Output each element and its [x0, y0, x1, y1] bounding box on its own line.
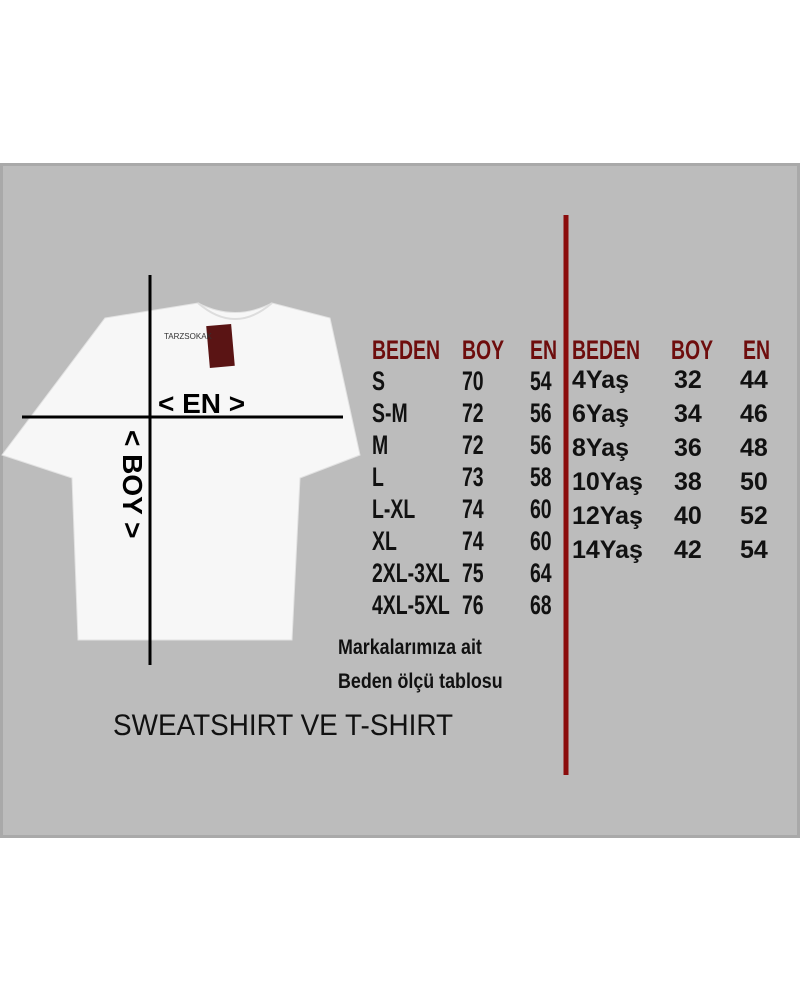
- table-cell: 4Yaş: [572, 366, 630, 394]
- table-cell: 72: [462, 398, 484, 428]
- table-cell: L-XL: [372, 494, 416, 524]
- width-label: < EN >: [158, 388, 246, 419]
- column-header: BOY: [462, 335, 505, 365]
- table-cell: 44: [740, 366, 768, 394]
- length-label: < BOY >: [117, 430, 148, 539]
- table-cell: 8Yaş: [572, 434, 630, 462]
- column-header: BEDEN: [372, 335, 441, 365]
- table-cell: S: [372, 366, 385, 396]
- table-cell: 76: [462, 590, 484, 620]
- table-cell: 72: [462, 430, 484, 460]
- table-cell: M: [372, 430, 389, 460]
- column-header: EN: [530, 335, 558, 365]
- note-line-1: Markalarımıza ait: [338, 636, 482, 659]
- column-header: BEDEN: [572, 335, 641, 365]
- table-cell: 60: [530, 494, 552, 524]
- note-line-2: Beden ölçü tablosu: [338, 670, 503, 693]
- table-cell: 36: [674, 434, 702, 462]
- table-cell: 2XL-3XL: [372, 558, 450, 588]
- table-cell: 68: [530, 590, 552, 620]
- table-cell: 56: [530, 430, 552, 460]
- table-cell: 60: [530, 526, 552, 556]
- chart-title: SWEATSHIRT VE T-SHIRT: [113, 709, 454, 742]
- column-header: BOY: [671, 335, 714, 365]
- table-cell: S-M: [372, 398, 408, 428]
- table-cell: 56: [530, 398, 552, 428]
- table-cell: 75: [462, 558, 484, 588]
- table-cell: 74: [462, 526, 484, 556]
- table-cell: 4XL-5XL: [372, 590, 450, 620]
- table-cell: 70: [462, 366, 484, 396]
- length-label-box: < BOY >: [108, 430, 148, 620]
- table-cell: 50: [740, 468, 768, 496]
- table-cell: 58: [530, 462, 552, 492]
- tshirt-shape: [1, 302, 361, 641]
- table-cell: 10Yaş: [572, 468, 643, 496]
- table-cell: L: [372, 462, 384, 492]
- table-cell: 64: [530, 558, 552, 588]
- table-cell: 48: [740, 434, 768, 462]
- table-cell: 12Yaş: [572, 502, 643, 530]
- column-header: EN: [743, 335, 771, 365]
- table-cell: 74: [462, 494, 484, 524]
- table-cell: 73: [462, 462, 484, 492]
- table-cell: 52: [740, 502, 768, 530]
- table-cell: 46: [740, 400, 768, 428]
- hang-tag: [206, 323, 235, 368]
- table-cell: 32: [674, 366, 702, 394]
- table-cell: 34: [674, 400, 702, 428]
- table-cell: 14Yaş: [572, 536, 643, 564]
- table-cell: 42: [674, 536, 702, 564]
- table-cell: XL: [372, 526, 397, 556]
- table-cell: 54: [740, 536, 768, 564]
- table-cell: 38: [674, 468, 702, 496]
- tshirt-collar: [197, 302, 273, 320]
- table-cell: 54: [530, 366, 552, 396]
- table-cell: 6Yaş: [572, 400, 630, 428]
- table-cell: 40: [674, 502, 702, 530]
- neck-label: TARZSOKAK: [164, 332, 212, 341]
